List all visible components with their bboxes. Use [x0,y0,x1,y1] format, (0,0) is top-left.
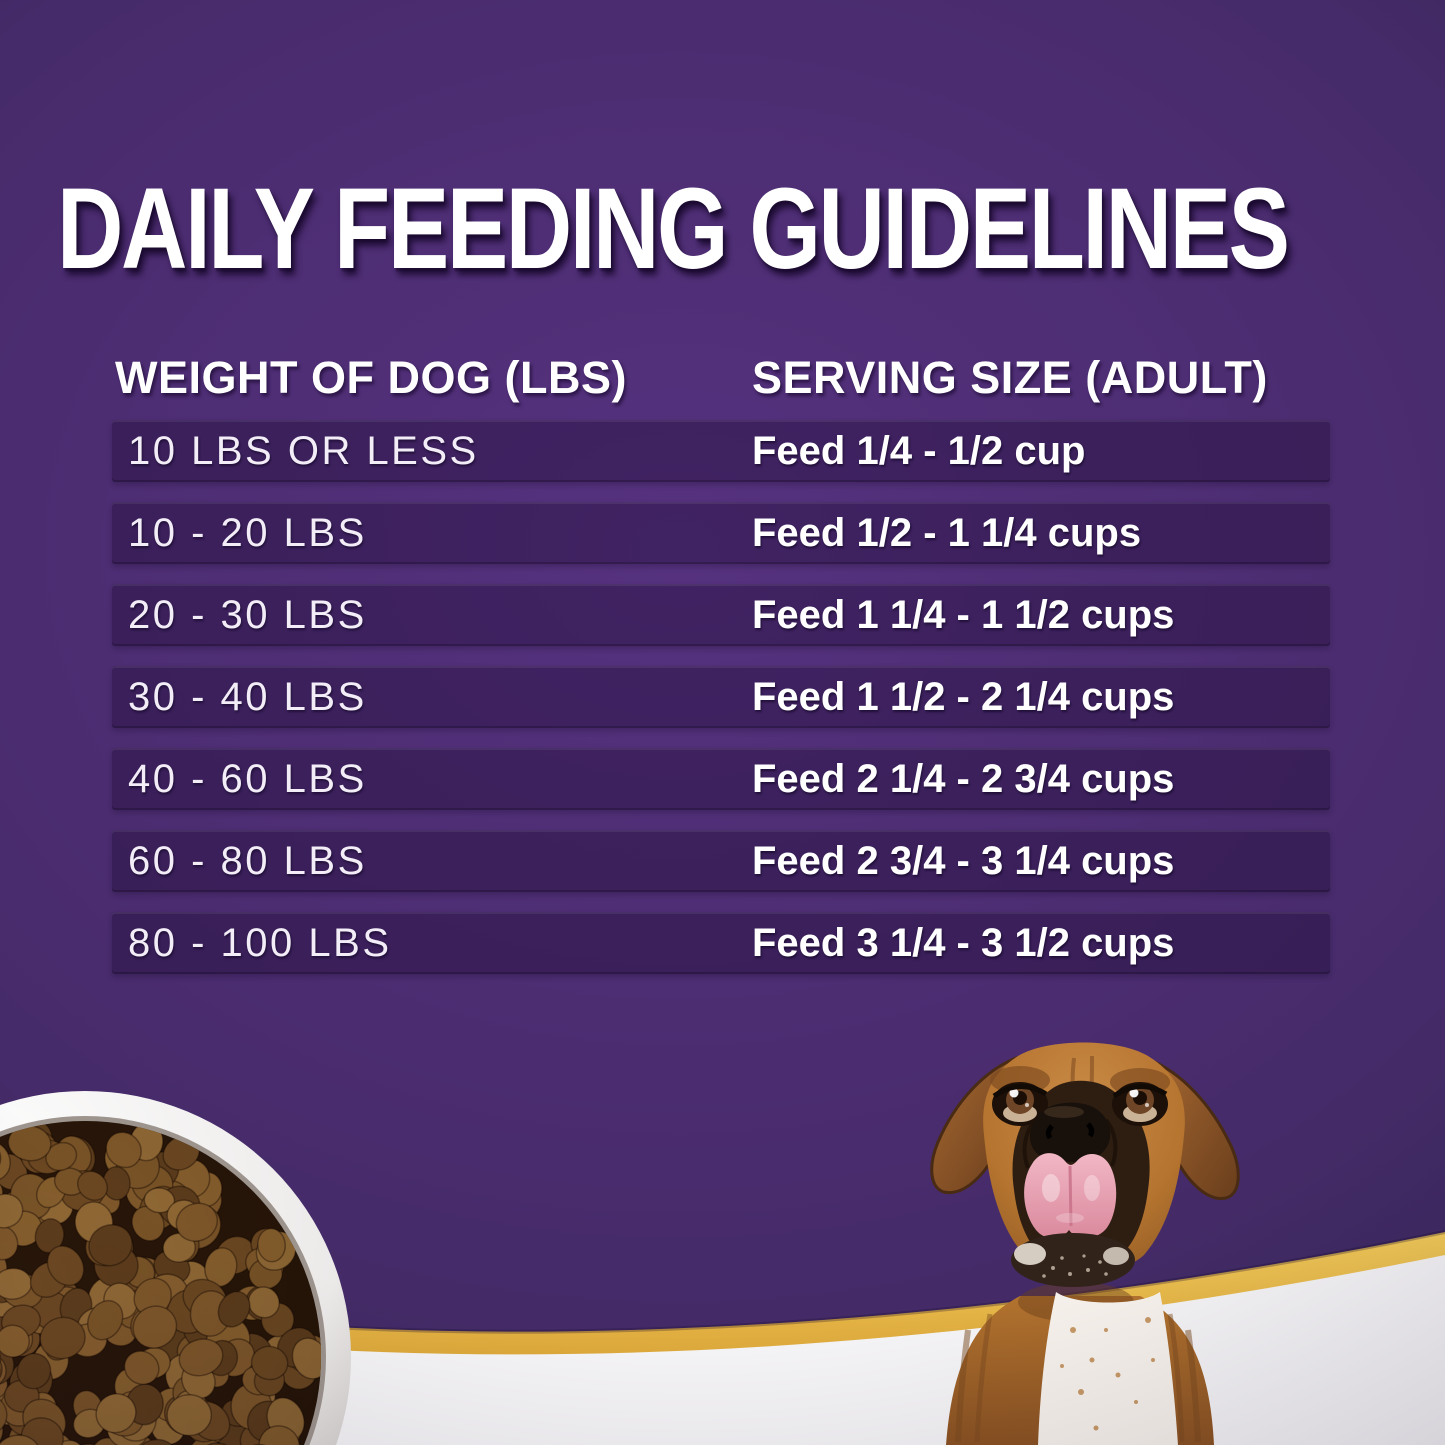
serving-cell: Feed 1 1/2 - 2 1/4 cups [752,674,1175,719]
serving-cell: Feed 1/2 - 1 1/4 cups [752,510,1142,555]
serving-cell: Feed 2 3/4 - 3 1/4 cups [752,838,1175,883]
table-row: 60 - 80 LBS Feed 2 3/4 - 3 1/4 cups [112,830,1330,892]
dog-white-chest [1038,1292,1178,1445]
dog-body [946,1282,1214,1445]
serving-cell: Feed 1/4 - 1/2 cup [752,428,1086,473]
table-row: 20 - 30 LBS Feed 1 1/4 - 1 1/2 cups [112,584,1330,646]
column-header-weight: WEIGHT OF DOG (LBS) [115,352,627,403]
weight-cell: 60 - 80 LBS [128,838,367,883]
table-row: 10 LBS OR LESS Feed 1/4 - 1/2 cup [112,420,1330,482]
weight-cell: 10 LBS OR LESS [128,428,479,473]
dog-photo [930,1042,1240,1445]
kibble-bowl-photo [0,1091,351,1445]
table-row: 80 - 100 LBS Feed 3 1/4 - 3 1/2 cups [112,912,1330,974]
column-header-serving: SERVING SIZE (ADULT) [752,352,1268,403]
serving-cell: Feed 3 1/4 - 3 1/2 cups [752,920,1175,965]
table-header-row: WEIGHT OF DOG (LBS) SERVING SIZE (ADULT) [112,352,1352,408]
table-row: 10 - 20 LBS Feed 1/2 - 1 1/4 cups [112,502,1330,564]
feeding-table: 10 LBS OR LESS Feed 1/4 - 1/2 cup 10 - 2… [112,420,1330,974]
weight-cell: 80 - 100 LBS [128,920,392,965]
table-row: 40 - 60 LBS Feed 2 1/4 - 2 3/4 cups [112,748,1330,810]
weight-cell: 30 - 40 LBS [128,674,367,719]
left-eye [992,1082,1048,1126]
table-row: 30 - 40 LBS Feed 1 1/2 - 2 1/4 cups [112,666,1330,728]
bowl-depth-shading [0,1121,321,1445]
right-eye [1112,1082,1168,1126]
dog-tongue [1024,1153,1117,1239]
page-title: DAILY FEEDING GUIDELINES [57,165,1290,293]
weight-cell: 10 - 20 LBS [128,510,367,555]
dog-chin [1011,1233,1135,1287]
dog-head [930,1042,1240,1287]
weight-cell: 20 - 30 LBS [128,592,367,637]
serving-cell: Feed 2 1/4 - 2 3/4 cups [752,756,1175,801]
weight-cell: 40 - 60 LBS [128,756,367,801]
chest-speckles [1060,1317,1155,1431]
dog-nose [1030,1102,1111,1162]
serving-cell: Feed 1 1/4 - 1 1/2 cups [752,592,1175,637]
